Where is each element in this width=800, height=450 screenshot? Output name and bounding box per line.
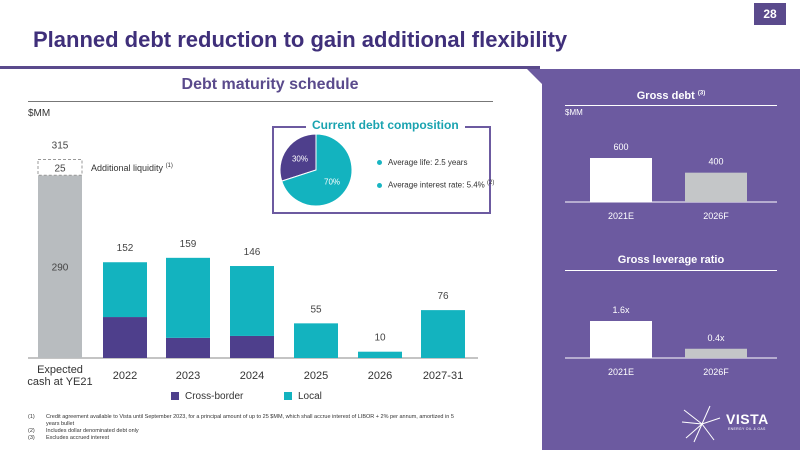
bar-local [294,323,338,358]
legend-label-local: Local [298,391,322,402]
bar-total-label: 10 [374,333,386,344]
gross-leverage-chart: 1.6x 2021E 0.4x 2026F [565,305,777,377]
bar-cross-border [103,317,147,358]
footnote-2-num: (2) [28,428,35,434]
pie-slice [279,133,317,182]
bullet-average-interest-text: Average interest rate: 5.4% [388,180,485,190]
logo-text: VISTA [726,411,769,427]
category-label: 2021E [608,367,634,377]
bar [590,158,652,202]
footnote-3: (3) Excludes accrued interest [28,435,468,442]
legend-local: Local [284,391,322,402]
pie-slice [281,133,353,207]
segment-label-liquidity: 25 [54,163,66,174]
right-panel [542,69,800,450]
bullet-average-life: Average life: 2.5 years [377,158,467,167]
footnote-1-num: (1) [28,414,35,420]
page-title: Planned debt reduction to gain additiona… [33,27,568,52]
bar-total-label: 159 [180,239,197,250]
debt-maturity-title: Debt maturity schedule [181,76,359,93]
bar-total-label: 55 [310,304,322,315]
footnote-2: (2) Includes dollar denominated debt only [28,428,468,435]
bar-local [166,257,210,338]
bar-value-label: 1.6x [612,305,630,315]
gross-debt-rule [565,105,777,106]
bar-local [421,310,465,358]
bar-local [230,266,274,336]
legend-cross-border: Cross-border [171,391,243,402]
footnote-1-text: Credit agreement available to Vista unti… [46,414,454,427]
bullet-dot [377,183,382,189]
bar-value-label: 0.4x [707,333,725,343]
bar [685,348,747,358]
segment-label-cash: 290 [52,263,69,274]
title-rule [0,66,540,69]
bar-value-label: 600 [613,142,628,152]
debt-maturity-rule [28,101,493,102]
gross-debt-title-text: Gross debt [636,90,695,102]
bullet-average-life-text: Average life: 2.5 years [388,158,468,167]
additional-liquidity-note: (1) [165,163,173,169]
category-label: 2022 [113,370,137,382]
category-label: 2023 [176,370,200,382]
gross-debt-unit: $MM [565,108,583,117]
bar-cross-border [166,337,210,358]
additional-liquidity-annotation: Additional liquidity (1) [91,161,173,174]
gross-debt-title: Gross debt (3) [542,90,800,102]
gross-leverage-title: Gross leverage ratio [617,254,725,266]
bullet-average-interest: Average interest rate: 5.4% (2) [377,180,494,190]
debt-composition-pie: 30% 70% [279,133,353,207]
right-panel-corner [527,69,542,84]
category-label: 2026 [368,370,392,382]
gross-leverage-rule [565,270,777,271]
bar-total-label: 152 [117,243,134,254]
legend-swatch-cross-border [171,392,179,401]
pie-slice-label: 70% [324,178,340,187]
bar [590,321,652,358]
category-label: 2027-31 [423,370,463,382]
footnote-3-text: Excludes accrued interest [46,435,109,441]
debt-composition-title: Current debt composition [306,118,465,132]
footnote-1: (1) Credit agreement available to Vista u… [28,414,468,428]
bar-total-label: 76 [437,291,449,302]
category-label: 2021E [608,211,634,221]
legend-swatch-local [284,392,292,401]
category-label: 2026F [703,211,729,221]
vista-logo-icon [681,405,721,443]
category-label: 2025 [304,370,328,382]
bar-cross-border [230,335,274,358]
bullet-average-interest-note: (2) [487,180,495,186]
gross-debt-chart: 600 2021E 400 2026F [565,142,777,221]
debt-maturity-unit: $MM [28,108,51,119]
bar-additional-liquidity [37,159,83,176]
category-label: 2024 [240,370,264,382]
footnote-3-num: (3) [28,435,35,441]
bar-local [358,351,402,358]
bar-value-label: 400 [708,157,723,167]
page-number: 28 [754,3,786,25]
category-label: 2026F [703,367,729,377]
bar-local [103,262,147,318]
bullet-dot [377,160,382,166]
pie-slice-label: 30% [292,154,308,163]
bar-total-label: 315 [52,141,69,152]
logo-subtext: ENERGY OIL & GAS [728,427,766,431]
additional-liquidity-text: Additional liquidity [91,163,164,173]
footnote-2-text: Includes dollar denominated debt only [46,428,139,434]
category-label: cash at YE21 [27,376,92,388]
bar-cash [38,175,82,358]
bar [685,172,747,202]
legend-label-cross-border: Cross-border [185,391,244,402]
category-label: Expected [37,364,83,376]
bar-total-label: 146 [244,247,261,258]
footnotes: (1) Credit agreement available to Vista u… [28,414,468,442]
gross-debt-title-note: (3) [697,90,706,97]
